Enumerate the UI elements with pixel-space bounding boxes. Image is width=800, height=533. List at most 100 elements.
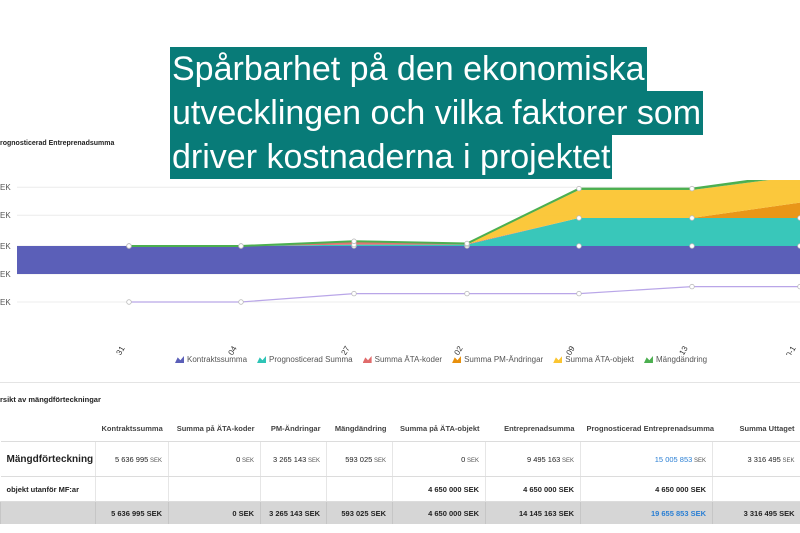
data-point (576, 290, 582, 297)
table-cell[interactable]: 19 655 853 SEK (580, 501, 713, 524)
table-cell: 593 025 SEK (326, 441, 393, 477)
column-header[interactable]: Summa på ÄTA-objekt (400, 424, 480, 433)
chart-title: rognosticerad Entreprenadsumma (0, 140, 115, 147)
x-tick-label: 2023-10-1 (772, 344, 798, 355)
data-point (238, 243, 244, 249)
legend-label: Summa ÄTA-objekt (565, 355, 634, 364)
x-tick-label: 2023-10-02 (436, 344, 465, 355)
x-tick-label: 2023-08-31 (98, 344, 127, 355)
table-cell: 5 636 995 SEK (95, 501, 169, 524)
legend-item[interactable]: Prognosticerad Summa (257, 355, 353, 364)
legend-swatch-icon (643, 356, 653, 363)
y-tick-label: EK (0, 183, 11, 192)
table-cell: 5 636 995 SEK (95, 441, 169, 477)
row-label (0, 501, 96, 524)
table-cell: 0 SEK (168, 501, 261, 524)
data-point (576, 185, 582, 192)
data-point (797, 283, 800, 290)
table-cell: 4 650 000 SEK (392, 501, 486, 524)
legend-swatch-icon (362, 356, 372, 363)
legend-label: Kontraktssumma (187, 355, 248, 364)
banner-line: utvecklingen och vilka faktorer som (170, 91, 704, 135)
table-row[interactable]: 5 636 995 SEK 0 SEK 3 265 143 SEK 593 025 S… (0, 501, 800, 524)
data-point (689, 243, 695, 249)
legend-label: Summa ÄTA-koder (374, 355, 443, 364)
data-point (351, 238, 357, 244)
data-point (126, 299, 132, 305)
series-area-kontraktssumma (17, 246, 800, 274)
legend-swatch-icon (452, 356, 462, 363)
table-row[interactable]: Mängdförteckning 5 636 995 SEK 0 SEK 3 265 … (0, 441, 800, 477)
legend-item[interactable]: Summa ÄTA-koder (362, 355, 443, 364)
column-header[interactable]: Kontraktssumma (101, 424, 163, 433)
table-cell: 593 025 SEK (326, 501, 393, 524)
data-point (689, 215, 695, 221)
legend-label: Mängdändring (655, 355, 708, 364)
data-point (126, 243, 132, 249)
table-cell: 4 650 000 SEK (580, 476, 713, 502)
table-cell: 9 495 163 SEK (485, 441, 581, 477)
data-point (576, 243, 582, 249)
data-point (797, 215, 800, 221)
x-tick-label: 2023-09-04 (210, 344, 239, 355)
legend-swatch-icon (257, 356, 267, 363)
row-label: objekt utanför MF:ar (0, 476, 96, 502)
x-tick-label: 2023-10-13 (661, 344, 690, 355)
legend-label: Summa PM-Ändringar (464, 355, 544, 364)
column-header[interactable] (1, 416, 96, 442)
table-cell (168, 476, 261, 502)
data-point (576, 215, 582, 221)
table-title: rsikt av mängdförteckningar (0, 395, 101, 404)
legend-item[interactable]: Summa PM-Ändringar (452, 355, 543, 364)
y-tick-label: EK (0, 211, 11, 220)
table-cell: 4 650 000 SEK (392, 476, 486, 502)
chart-legend: Kontraktssumma Prognosticerad Summa Summa … (175, 355, 707, 364)
column-header[interactable]: Summa på ÄTA-koder (176, 424, 255, 433)
y-tick-label: EK (0, 270, 11, 279)
table-cell[interactable]: 15 005 853 SEK (580, 441, 713, 477)
table-cell (712, 476, 800, 502)
table-cell: 3 265 143 SEK (260, 501, 327, 524)
area-chart: EK EK EK EK EK 2023-08-31 2023-09-04 2023-09-27… (0, 180, 800, 355)
summary-table: Kontraktssumma Summa på ÄTA-koder PM-Ändri… (0, 416, 800, 524)
table-cell: 4 650 000 SEK (485, 476, 581, 502)
row-label: Mängdförteckning (0, 441, 96, 477)
series-area-1 (129, 218, 800, 246)
table-cell: 3 316 495 SEK (712, 501, 800, 524)
banner-line: Spårbarhet på den ekonomiska (170, 47, 647, 91)
table-cell: 3 316 495 SEK (712, 441, 800, 477)
x-tick-label: 2023-09-27 (323, 344, 352, 355)
table-cell (260, 476, 327, 502)
legend-item[interactable]: Kontraktssumma (175, 355, 247, 364)
x-tick-label: 2023-10-09 (548, 344, 577, 355)
column-header[interactable]: Entreprenadsumma (504, 424, 575, 433)
series-area-4 (129, 180, 800, 246)
table-row[interactable]: objekt utanför MF:ar 4 650 000 SEK 4 650 0… (0, 476, 800, 502)
legend-swatch-icon (175, 356, 184, 363)
banner-line: driver kostnaderna i projektet (170, 135, 613, 179)
data-point (689, 283, 695, 290)
data-point (464, 240, 470, 247)
column-header[interactable]: PM-Ändringar (270, 424, 321, 433)
table-cell: 0 SEK (168, 441, 261, 477)
legend-item[interactable]: Summa ÄTA-objekt (553, 355, 634, 364)
legend-label: Prognosticerad Summa (269, 355, 353, 364)
y-tick-label: EK (0, 242, 11, 251)
table-cell: 14 145 163 SEK (485, 501, 581, 524)
table-cell (326, 476, 393, 502)
table-cell: 3 265 143 SEK (260, 441, 327, 477)
section-divider (0, 382, 800, 383)
data-point (351, 290, 357, 297)
legend-swatch-icon (553, 356, 563, 363)
data-point (689, 185, 695, 192)
data-point (797, 243, 800, 249)
legend-item[interactable]: Mängdändring (643, 355, 708, 364)
column-header[interactable]: Prognosticerad Entreprenadsumma (586, 424, 715, 433)
column-header[interactable]: Summa Uttaget (739, 424, 795, 433)
table-cell (95, 476, 169, 502)
column-header[interactable]: Mängdändring (334, 424, 387, 433)
table-cell: 0 SEK (392, 441, 486, 477)
data-point (464, 290, 470, 297)
data-point (238, 299, 244, 305)
slide-title-banner: Spårbarhet på den ekonomiska utvecklinge… (170, 47, 710, 179)
